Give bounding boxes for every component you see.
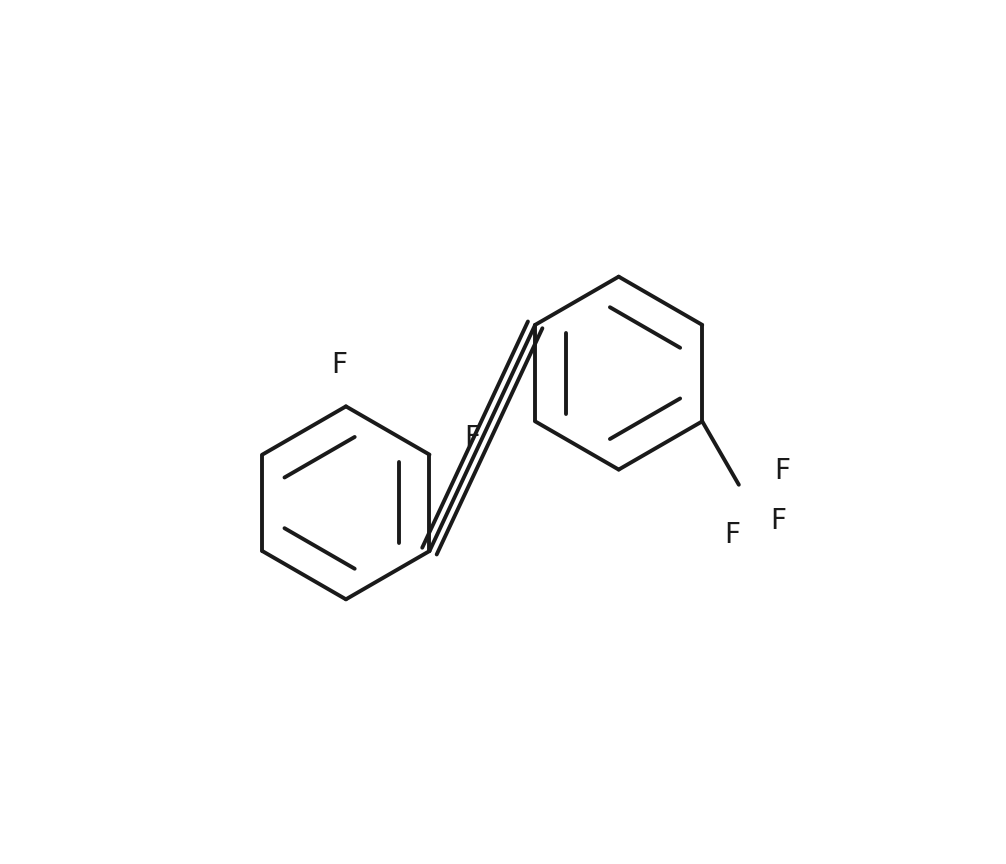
Text: F: F xyxy=(774,457,790,486)
Text: F: F xyxy=(724,521,740,549)
Text: F: F xyxy=(331,351,347,379)
Text: F: F xyxy=(465,424,481,452)
Text: F: F xyxy=(771,507,787,536)
